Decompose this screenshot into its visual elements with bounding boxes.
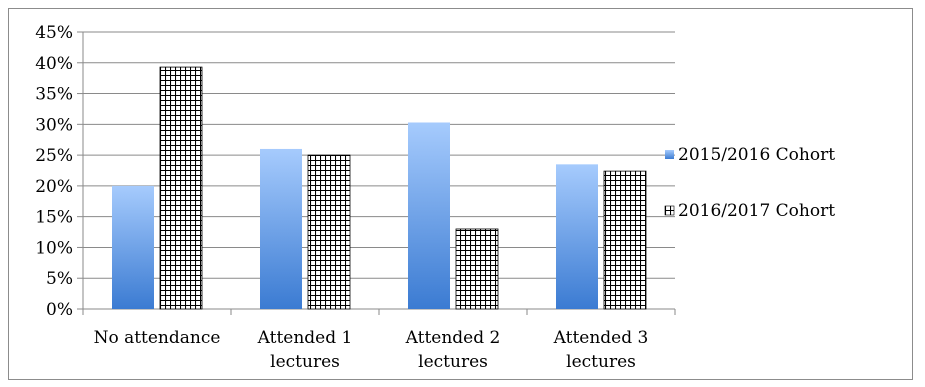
legend-swatch <box>664 205 675 216</box>
legend: 2015/2016 Cohort 2016/2017 Cohort <box>664 145 835 221</box>
bar <box>455 228 499 310</box>
y-tick-label: 30% <box>35 115 73 135</box>
y-tick-label: 35% <box>35 85 73 105</box>
bar <box>556 164 598 309</box>
bar <box>112 185 154 309</box>
bar <box>408 122 450 309</box>
y-tick-label: 25% <box>35 146 73 166</box>
y-tick-label: 45% <box>35 23 73 43</box>
legend-swatch <box>665 150 674 159</box>
y-tick-label: 0% <box>46 300 73 320</box>
category-label: lectures <box>270 352 340 372</box>
y-tick-label: 20% <box>35 177 73 197</box>
bars <box>112 66 647 310</box>
y-tick-label: 40% <box>35 54 73 74</box>
bar <box>307 154 351 310</box>
chart-frame <box>8 8 913 380</box>
bar <box>603 170 647 310</box>
category-label: Attended 1 <box>257 328 353 348</box>
bar <box>260 148 302 309</box>
legend-label: 2016/2017 Cohort <box>678 201 835 221</box>
y-tick-label: 5% <box>46 269 73 289</box>
category-label: Attended 2 <box>405 328 501 348</box>
category-label: lectures <box>566 352 636 372</box>
bar <box>159 66 203 310</box>
category-label: No attendance <box>94 328 221 348</box>
category-labels: No attendance Attended 1 lectures Attended … <box>94 328 649 372</box>
legend-label: 2015/2016 Cohort <box>678 145 835 165</box>
category-label: Attended 3 <box>553 328 649 348</box>
y-tick-labels: 0% 5% 10% 15% 20% 25% 30% 35% 40% 45% <box>35 23 73 320</box>
y-tick-label: 10% <box>35 238 73 258</box>
category-label: lectures <box>418 352 488 372</box>
y-tick-label: 15% <box>35 208 73 228</box>
